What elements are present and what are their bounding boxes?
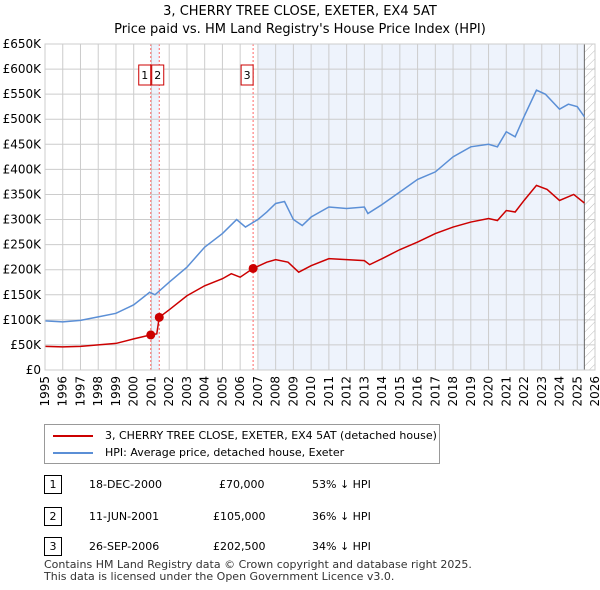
y-tick-label: £550K — [3, 87, 43, 101]
title-line-1: 3, CHERRY TREE CLOSE, EXETER, EX4 5AT — [163, 4, 437, 19]
x-tick-label: 2024 — [553, 376, 567, 407]
row-date: 26-SEP-2006 — [89, 540, 160, 553]
sale-label: 2 — [154, 69, 161, 82]
x-tick-label: 2017 — [428, 376, 442, 407]
y-tick-label: £250K — [3, 238, 43, 252]
x-tick-label: 1997 — [73, 376, 87, 407]
row-hpi: 53% ↓ HPI — [312, 478, 371, 491]
x-tick-label: 2010 — [304, 376, 318, 407]
legend-item-hpi: HPI: Average price, detached house, Exet… — [53, 444, 437, 461]
plot-border — [44, 43, 596, 371]
sale-label: 1 — [141, 69, 148, 82]
x-tick-label: 2008 — [269, 376, 283, 407]
legend-swatch — [53, 434, 93, 437]
x-tick-label: 2009 — [286, 376, 300, 407]
x-tick-label: 2003 — [180, 376, 194, 407]
shaded-range — [257, 44, 585, 370]
x-tick-label: 2007 — [251, 376, 265, 407]
sale-point — [154, 312, 164, 322]
price-chart: £0 £50K £100K £150K £200K £250K £300K £350K £400… — [3, 37, 600, 407]
row-number: 3 — [44, 537, 62, 556]
x-tick-label: 1998 — [91, 376, 105, 407]
row-price: £105,000 — [213, 510, 266, 523]
shaded-range — [150, 44, 160, 370]
x-tick-label: 2000 — [127, 376, 141, 407]
legend-item-property: 3, CHERRY TREE CLOSE, EXETER, EX4 5AT (d… — [53, 427, 437, 444]
row-hpi: 36% ↓ HPI — [312, 510, 371, 523]
footer-copyright: Contains HM Land Registry data © Crown c… — [44, 558, 472, 571]
sale-point — [248, 263, 258, 273]
y-tick-label: £350K — [3, 187, 43, 201]
y-tick-label: £500K — [3, 112, 43, 126]
y-tick-label: £100K — [3, 313, 43, 327]
x-tick-label: 2002 — [162, 376, 176, 407]
row-hpi: 34% ↓ HPI — [312, 540, 371, 553]
x-tick-label: 2004 — [198, 376, 212, 407]
x-tick-label: 2019 — [464, 376, 478, 407]
row-price: £70,000 — [219, 478, 265, 491]
y-tick-label: £300K — [3, 213, 43, 227]
y-tick-label: £200K — [3, 263, 43, 277]
x-tick-label: 2015 — [393, 376, 407, 407]
x-tick-label: 2005 — [215, 376, 229, 407]
row-price: £202,500 — [213, 540, 266, 553]
chart-title: 3, CHERRY TREE CLOSE, EXETER, EX4 5AT Pr… — [0, 3, 600, 39]
y-tick-label: £600K — [3, 62, 43, 76]
sale-label: 3 — [244, 69, 251, 82]
series-line — [44, 89, 585, 323]
x-tick-label: 2013 — [357, 376, 371, 407]
y-tick-label: £650K — [3, 37, 43, 51]
y-tick-label: £450K — [3, 137, 43, 151]
x-tick-label: 2022 — [517, 376, 531, 407]
x-tick-label: 2020 — [482, 376, 496, 407]
y-tick-label: £150K — [3, 288, 43, 302]
row-date: 18-DEC-2000 — [89, 478, 163, 491]
y-tick-label: £0 — [26, 363, 41, 377]
table-row: 2 11-JUN-2001 £105,000 36% ↓ HPI — [44, 507, 444, 527]
x-tick-label: 2025 — [570, 376, 584, 407]
sale-label-box — [240, 64, 254, 86]
footer-licence: This data is licensed under the Open Gov… — [44, 570, 395, 583]
x-tick-label: 2021 — [499, 376, 513, 407]
legend-label: HPI: Average price, detached house, Exet… — [105, 446, 345, 459]
x-tick-label: 2018 — [446, 376, 460, 407]
x-tick-label: 2006 — [233, 376, 247, 407]
x-tick-label: 2001 — [144, 376, 158, 407]
table-row: 1 18-DEC-2000 £70,000 53% ↓ HPI — [44, 475, 444, 495]
sale-label-box — [151, 64, 165, 86]
sale-label-box — [138, 64, 152, 86]
x-tick-label: 2023 — [535, 376, 549, 407]
x-tick-label: 2014 — [375, 376, 389, 407]
legend: 3, CHERRY TREE CLOSE, EXETER, EX4 5AT (d… — [44, 424, 440, 464]
x-tick-label: 1995 — [38, 376, 52, 407]
row-number: 2 — [44, 507, 62, 526]
table-row: 3 26-SEP-2006 £202,500 34% ↓ HPI — [44, 537, 444, 557]
x-tick-label: 2016 — [411, 376, 425, 407]
sale-point — [146, 330, 156, 340]
x-tick-label: 2012 — [340, 376, 354, 407]
x-tick-label: 1996 — [56, 376, 70, 407]
y-tick-label: £400K — [3, 162, 43, 176]
future-hatch — [584, 44, 595, 370]
y-tick-label: £50K — [10, 338, 42, 352]
row-number: 1 — [44, 475, 62, 494]
legend-swatch — [53, 451, 93, 454]
x-tick-label: 2011 — [322, 376, 336, 407]
footer: Contains HM Land Registry data © Crown c… — [44, 559, 472, 583]
x-tick-label: 1999 — [109, 376, 123, 407]
x-tick-label: 2026 — [588, 376, 600, 407]
title-line-2: Price paid vs. HM Land Registry's House … — [114, 22, 486, 37]
row-date: 11-JUN-2001 — [89, 510, 160, 523]
legend-label: 3, CHERRY TREE CLOSE, EXETER, EX4 5AT (d… — [105, 429, 437, 442]
